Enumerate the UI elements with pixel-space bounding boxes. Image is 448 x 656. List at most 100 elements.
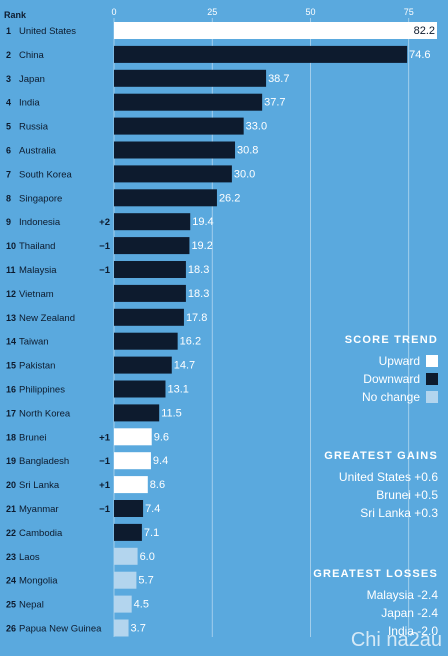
greatest-gains: GREATEST GAINS United States +0.6 Brunei… bbox=[324, 450, 438, 522]
country-label: Pakistan bbox=[19, 361, 55, 372]
rank-change-label: −1 bbox=[99, 504, 111, 515]
rank-label: 2 bbox=[6, 50, 11, 60]
country-label: Mongolia bbox=[19, 576, 58, 587]
rank-change-label: +2 bbox=[99, 217, 110, 228]
bar-value-label: 82.2 bbox=[414, 25, 435, 37]
bar bbox=[114, 284, 186, 302]
rank-label: 23 bbox=[6, 552, 16, 562]
bar-value-label: 14.7 bbox=[174, 360, 195, 372]
bar-value-label: 37.7 bbox=[264, 97, 285, 109]
bar-value-label: 38.7 bbox=[268, 73, 289, 85]
country-label: New Zealand bbox=[19, 313, 75, 324]
bar-value-label: 19.2 bbox=[191, 240, 212, 252]
rank-label: 16 bbox=[6, 385, 16, 395]
legend-item-downward: Downward bbox=[345, 370, 438, 388]
bar bbox=[114, 595, 132, 613]
rank-label: 18 bbox=[6, 432, 16, 442]
bar-value-label: 33.0 bbox=[246, 121, 267, 133]
rank-label: 12 bbox=[6, 289, 16, 299]
gain-item: Brunei +0.5 bbox=[376, 488, 438, 502]
bar-value-label: 9.4 bbox=[153, 455, 168, 467]
country-label: Thailand bbox=[19, 241, 55, 252]
x-tick-label: 25 bbox=[207, 7, 217, 17]
greatest-losses-title: GREATEST LOSSES bbox=[313, 568, 438, 580]
bar-value-label: 5.7 bbox=[138, 575, 153, 587]
greatest-gains-title: GREATEST GAINS bbox=[324, 450, 438, 462]
bar bbox=[114, 22, 437, 39]
rank-label: 24 bbox=[6, 576, 16, 586]
bar-value-label: 8.6 bbox=[150, 479, 165, 491]
bar bbox=[114, 261, 186, 278]
gain-item: Sri Lanka +0.3 bbox=[360, 506, 438, 520]
rank-label: 25 bbox=[6, 600, 16, 610]
rank-label: 11 bbox=[6, 265, 16, 275]
country-label: Singapore bbox=[19, 193, 62, 204]
bar bbox=[114, 165, 232, 183]
bar-value-label: 11.5 bbox=[161, 407, 182, 419]
x-tick-label: 50 bbox=[305, 7, 315, 17]
rank-change-label: −1 bbox=[99, 265, 111, 276]
bar bbox=[114, 356, 172, 374]
bar-value-label: 30.0 bbox=[234, 168, 255, 180]
bars bbox=[114, 22, 437, 637]
rank-label: 6 bbox=[6, 146, 11, 156]
rank-label: 9 bbox=[6, 217, 11, 227]
country-label: Papua New Guinea bbox=[19, 624, 102, 635]
bar-value-label: 18.3 bbox=[188, 264, 209, 276]
country-label: Vietnam bbox=[19, 289, 54, 300]
rank-change-label: +1 bbox=[99, 432, 111, 443]
country-label: Myanmar bbox=[19, 504, 59, 515]
bar-value-label: 13.1 bbox=[167, 384, 188, 396]
bar bbox=[114, 619, 129, 637]
loss-item: Japan -2.4 bbox=[381, 606, 438, 620]
rank-label: 4 bbox=[6, 98, 11, 108]
rank-label: 19 bbox=[6, 456, 16, 466]
x-axis-ticks: 0 25 50 75 bbox=[111, 7, 413, 17]
bar bbox=[114, 237, 190, 255]
country-label: Japan bbox=[19, 74, 45, 85]
bar bbox=[114, 380, 166, 398]
legend-item-no-change: No change bbox=[345, 388, 438, 406]
bar-value-label: 3.7 bbox=[131, 623, 146, 635]
swatch-downward bbox=[426, 373, 438, 385]
country-label: Russia bbox=[19, 122, 49, 133]
country-label: North Korea bbox=[19, 408, 71, 419]
gridlines bbox=[113, 18, 410, 637]
bar bbox=[114, 213, 191, 231]
bar bbox=[114, 523, 142, 541]
country-label: Cambodia bbox=[19, 528, 63, 539]
swatch-no-change bbox=[426, 391, 438, 403]
rank-label: 3 bbox=[6, 74, 11, 84]
loss-item: India -2.0 bbox=[387, 624, 438, 638]
bar bbox=[114, 141, 236, 159]
bar bbox=[114, 404, 160, 422]
rank-label: 8 bbox=[6, 193, 11, 203]
bar-value-label: 16.2 bbox=[180, 336, 201, 348]
bar bbox=[114, 117, 244, 135]
bar bbox=[114, 69, 267, 87]
bar-value-label: 30.8 bbox=[237, 145, 258, 157]
loss-item: Malaysia -2.4 bbox=[366, 588, 438, 602]
rank-label: 22 bbox=[6, 528, 16, 538]
bar-value-label: 7.1 bbox=[144, 527, 159, 539]
bar-value-label: 4.5 bbox=[134, 599, 149, 611]
swatch-upward bbox=[426, 355, 438, 367]
score-trend-legend: SCORE TREND Upward Downward No change bbox=[345, 334, 438, 406]
bar bbox=[114, 45, 408, 63]
bar-value-label: 6.0 bbox=[140, 551, 155, 563]
bar bbox=[114, 428, 152, 446]
rank-header: Rank bbox=[4, 10, 27, 20]
bar bbox=[114, 476, 148, 494]
rank-label: 5 bbox=[6, 122, 11, 132]
bar bbox=[114, 308, 184, 326]
country-label: India bbox=[19, 98, 40, 109]
bar bbox=[114, 452, 151, 470]
watermark: Chi na2au bbox=[350, 629, 442, 651]
country-label: Malaysia bbox=[19, 265, 57, 276]
rank-change-label: −1 bbox=[99, 456, 111, 467]
country-label: Indonesia bbox=[19, 217, 61, 228]
rank-label: 20 bbox=[6, 480, 16, 490]
bar-value-label: 18.3 bbox=[188, 288, 209, 300]
rank-change-label: +1 bbox=[99, 480, 111, 491]
country-label: United States bbox=[19, 26, 76, 37]
